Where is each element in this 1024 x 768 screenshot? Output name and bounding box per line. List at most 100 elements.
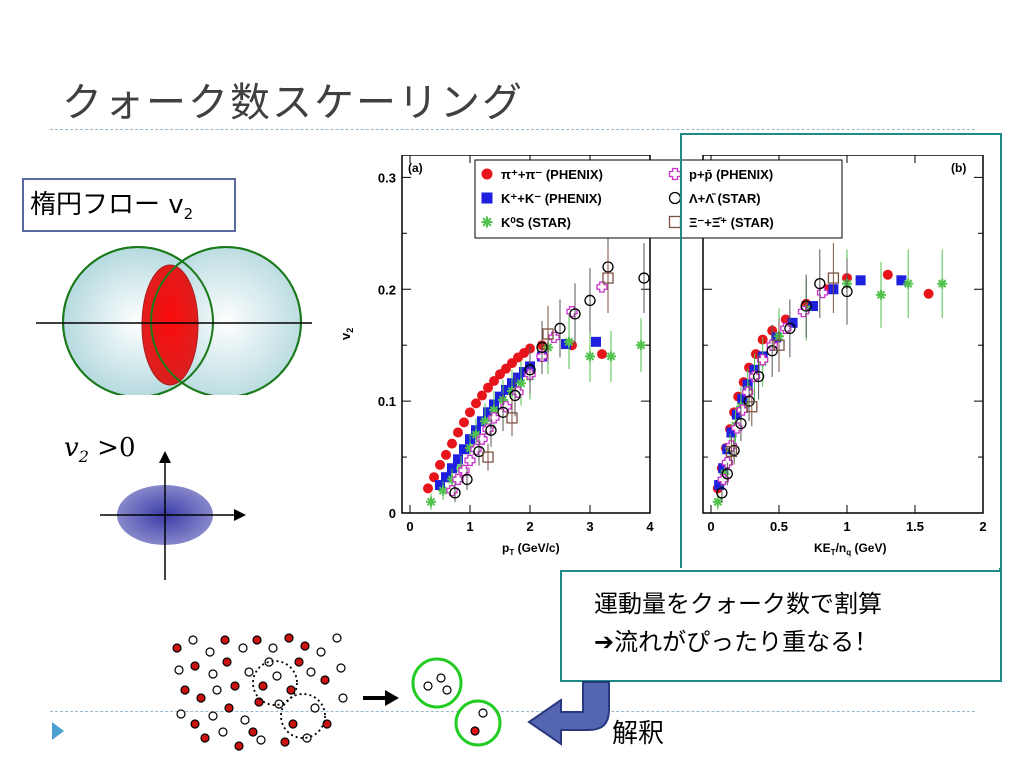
data-point-kaon xyxy=(737,393,748,404)
callout-background xyxy=(563,568,999,680)
quark-white xyxy=(176,709,186,719)
quark-red xyxy=(258,681,268,691)
quark-white xyxy=(188,635,198,645)
legend-marker-proton xyxy=(668,167,682,181)
data-point-kaon xyxy=(459,444,469,455)
interpretation-arrow-icon xyxy=(527,681,610,746)
data-point-lambda xyxy=(638,272,650,284)
data-point-ks0 xyxy=(636,340,646,351)
interpretation-label: 解釈 xyxy=(612,719,665,749)
quark-red xyxy=(252,635,262,645)
data-point-kaon xyxy=(519,367,529,378)
quark-red xyxy=(190,661,200,671)
momentum-ellipse-diagram xyxy=(100,451,246,580)
data-point-kaon xyxy=(722,444,733,455)
x-tick-label-0: 4 xyxy=(646,519,654,534)
v2-scaling-plots: (a) 0 1 2 3 4 0 0.1 0.2 0.3 (b) 0 0.5 1 1.5 2 v2 pT … xyxy=(338,155,987,557)
quark-coalescence-diagram xyxy=(172,633,502,751)
data-point-pion xyxy=(923,288,934,299)
legend-label-pion: π⁺+π⁻ (PHENIX) xyxy=(501,167,603,182)
quark-white xyxy=(208,669,218,679)
legend-marker-pion xyxy=(481,168,493,180)
quark-red xyxy=(200,733,210,743)
data-point-proton xyxy=(452,473,464,486)
data-point-kaon xyxy=(896,275,907,286)
callout-line-1: 運動量をクォーク数で割算 xyxy=(594,590,882,618)
data-point-ks0 xyxy=(471,429,481,440)
data-point-lambda xyxy=(554,322,566,335)
data-point-lambda xyxy=(584,294,596,307)
slide-title: クォーク数スケーリング xyxy=(62,80,524,126)
dotted-cluster-2 xyxy=(280,693,326,739)
data-point-kaon xyxy=(441,472,451,483)
data-point-kaon xyxy=(591,336,601,347)
data-point-proton xyxy=(596,281,608,293)
data-point-kaon xyxy=(718,463,729,474)
quark-red xyxy=(294,657,304,667)
data-point-kaon xyxy=(726,427,737,438)
data-point-pion xyxy=(477,390,487,401)
x-tick-label-0: 3 xyxy=(586,519,593,534)
data-point-proton xyxy=(464,454,476,467)
data-point-proton xyxy=(458,464,470,477)
data-point-xi xyxy=(482,451,494,463)
data-point-lambda xyxy=(814,278,826,290)
data-point-proton xyxy=(548,331,560,344)
quark-white xyxy=(244,667,254,677)
bullet-arrow-icon xyxy=(52,722,64,740)
collision-overlap-diagram xyxy=(36,246,312,395)
data-point-lambda xyxy=(728,444,740,457)
y-tick-label: 0.2 xyxy=(378,282,396,297)
panel-a-xlabel: pT (GeV/c) xyxy=(502,541,560,557)
data-point-pion xyxy=(465,407,475,418)
data-point-ks0 xyxy=(516,378,526,389)
data-point-pion xyxy=(471,398,481,409)
quark-white xyxy=(310,703,320,713)
y-tick-label: 0 xyxy=(389,506,396,521)
data-point-lambda xyxy=(449,487,461,499)
x-tick-label-1: 2 xyxy=(979,519,986,534)
data-point-proton xyxy=(476,433,488,445)
data-point-kaon xyxy=(855,275,866,286)
data-point-lambda xyxy=(569,308,581,320)
data-point-lambda xyxy=(735,417,747,430)
x-tick-label-0: 1 xyxy=(466,519,473,534)
data-point-pion xyxy=(441,449,451,460)
data-point-lambda xyxy=(485,424,497,436)
data-point-ks0 xyxy=(712,496,723,507)
data-point-kaon xyxy=(808,301,818,312)
data-point-lambda xyxy=(536,341,548,354)
chart-legend: π⁺+π⁻ (PHENIX) p+p̄ (PHENIX) K⁺+K⁻ (PHENIX… xyxy=(474,159,843,239)
data-point-lambda xyxy=(716,487,728,499)
data-point-kaon xyxy=(513,372,523,383)
data-point-kaon xyxy=(771,332,782,343)
data-point-kaon xyxy=(435,480,445,491)
data-point-ks0 xyxy=(606,351,616,362)
panel-b-xlabel: KET/nq (GeV) xyxy=(814,541,886,557)
data-point-pion xyxy=(489,375,499,386)
x-tick-label-1: 0 xyxy=(707,519,714,534)
quark-white xyxy=(338,693,348,703)
data-point-xi xyxy=(827,272,840,284)
panel-b-label: (b) xyxy=(951,161,966,175)
quark-red xyxy=(220,635,230,645)
y-tick-label: 0.1 xyxy=(378,394,396,409)
scaled-panel-highlight-box xyxy=(680,133,1002,570)
data-point-kaon xyxy=(714,480,725,491)
data-point-xi xyxy=(506,412,518,424)
data-point-ks0 xyxy=(438,485,448,496)
data-point-lambda xyxy=(461,473,473,486)
quark-white xyxy=(240,715,250,725)
data-point-xi xyxy=(602,272,614,284)
data-point-pion xyxy=(597,349,607,360)
data-point-lambda xyxy=(800,300,812,312)
data-point-xi xyxy=(542,328,554,340)
legend-label-lambda: Λ+Λ̄ (STAR) xyxy=(689,191,761,206)
quark-white xyxy=(174,665,184,675)
data-point-ks0 xyxy=(564,336,574,347)
data-point-ks0 xyxy=(426,496,436,507)
data-point-proton xyxy=(742,386,754,398)
callout-text: 運動量をクォーク数で割算 ➔流れがぴったり重なる！ xyxy=(594,585,882,661)
data-point-kaon xyxy=(453,454,463,465)
data-point-xi xyxy=(773,339,785,351)
